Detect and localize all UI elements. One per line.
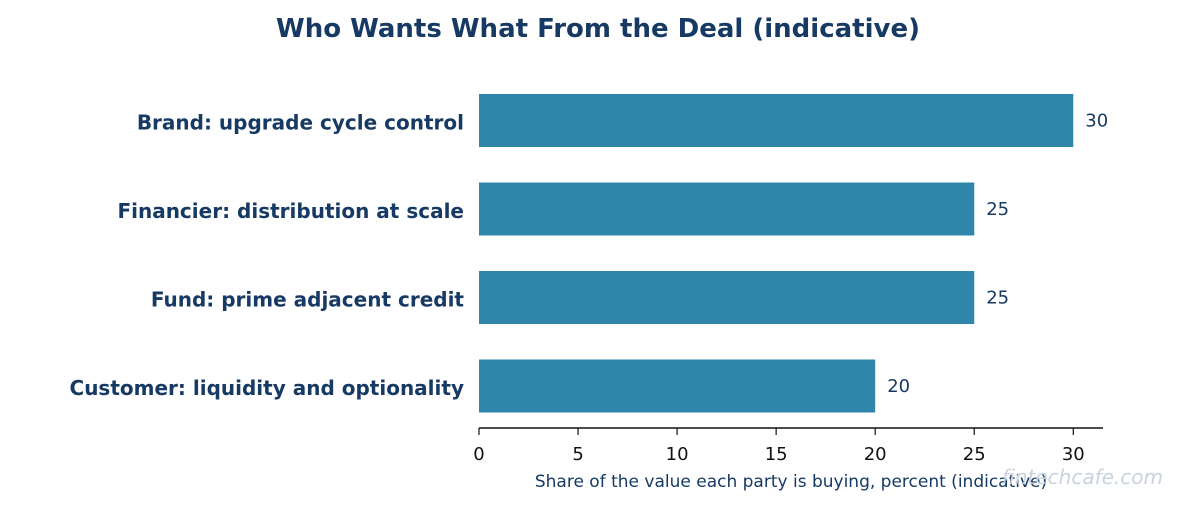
value-label-2: 25	[986, 199, 1009, 220]
value-label-1: 30	[1085, 111, 1108, 132]
x-tick-label-0: 0	[473, 444, 484, 465]
category-label-1: Brand: upgrade cycle control	[137, 111, 464, 135]
x-axis: 0 5 10 15 20 25 30	[473, 427, 1103, 465]
x-tick-label-20: 20	[864, 444, 887, 465]
x-tick-label-15: 15	[765, 444, 788, 465]
x-tick-label-5: 5	[572, 444, 583, 465]
bar-2	[479, 182, 975, 236]
x-axis-label: Share of the value each party is buying,…	[535, 472, 1047, 492]
value-labels: 30 25 25 20	[887, 111, 1108, 398]
category-labels: Brand: upgrade cycle control Financier: d…	[70, 111, 465, 401]
bar-1	[479, 94, 1074, 147]
x-tick-label-10: 10	[666, 444, 689, 465]
watermark: fintechcafe.com	[1002, 465, 1163, 489]
bars-layer	[479, 94, 1074, 413]
bar-4	[479, 359, 876, 413]
x-tick-label-25: 25	[963, 444, 986, 465]
bar-3	[479, 271, 975, 324]
chart-title: Who Wants What From the Deal (indicative…	[276, 14, 920, 44]
value-label-3: 25	[986, 288, 1009, 309]
category-label-2: Financier: distribution at scale	[117, 199, 464, 223]
value-label-4: 20	[887, 376, 910, 397]
x-tick-label-30: 30	[1062, 444, 1085, 465]
category-label-3: Fund: prime adjacent credit	[151, 288, 465, 312]
category-label-4: Customer: liquidity and optionality	[70, 376, 464, 400]
